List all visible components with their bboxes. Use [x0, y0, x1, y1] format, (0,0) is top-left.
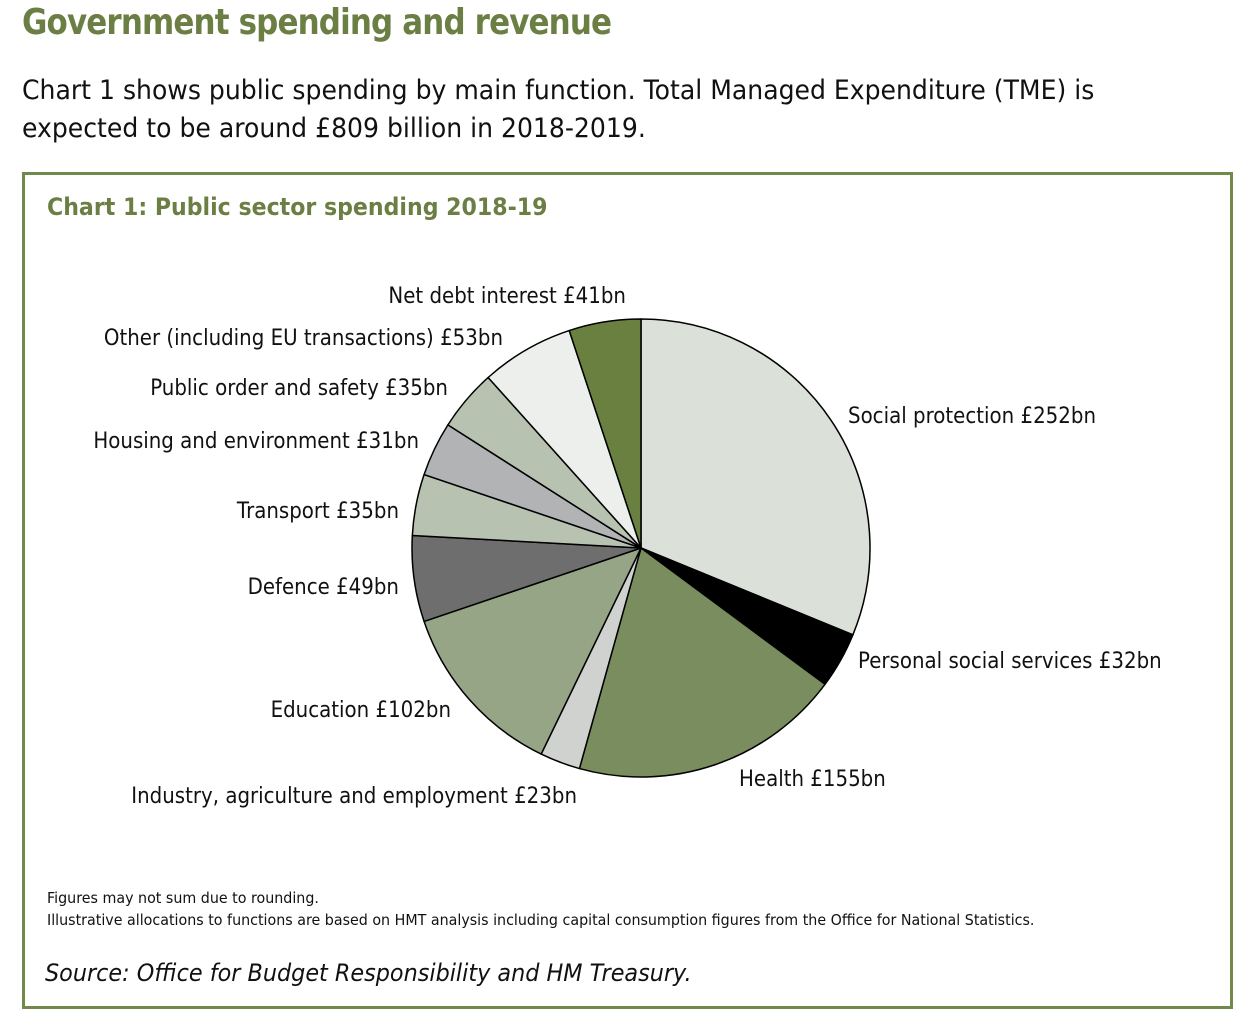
chart-title: Chart 1: Public sector spending 2018-19	[47, 193, 548, 221]
slice-label: Other (including EU transactions) £53bn	[104, 326, 503, 351]
slice-label: Industry, agriculture and employment £23…	[131, 784, 577, 809]
pie-slice-health	[578, 547, 826, 778]
pie-labels: Social protection £252bn Personal social …	[93, 284, 1161, 809]
slice-label: Net debt interest £41bn	[388, 284, 626, 309]
pie-slice-net-debt-interest	[568, 318, 642, 549]
pie-slice-education	[423, 547, 642, 755]
page-heading: Government spending and revenue	[22, 2, 612, 43]
intro-paragraph: Chart 1 shows public spending by main fu…	[22, 75, 1095, 144]
slice-label: Transport £35bn	[236, 499, 399, 524]
source-note: Source: Office for Budget Responsibility…	[45, 959, 692, 987]
slice-label: Personal social services £32bn	[858, 649, 1162, 674]
pie-chart: Social protection £252bn Personal social …	[93, 284, 1161, 809]
slice-label: Social protection £252bn	[848, 404, 1096, 429]
pie-slices	[411, 318, 871, 778]
slice-label: Education £102bn	[271, 698, 451, 723]
slice-label: Defence £49bn	[248, 575, 399, 600]
slice-label: Housing and environment £31bn	[93, 429, 419, 454]
chart-panel: Chart 1: Public sector spending 2018-19 …	[22, 172, 1233, 1009]
slice-label: Health £155bn	[739, 767, 886, 792]
allocations-note: Illustrative allocations to functions ar…	[47, 911, 1035, 929]
pie-slice-social-protection	[640, 318, 871, 636]
rounding-note: Figures may not sum due to rounding.	[47, 889, 319, 907]
slice-label: Public order and safety £35bn	[150, 376, 448, 401]
